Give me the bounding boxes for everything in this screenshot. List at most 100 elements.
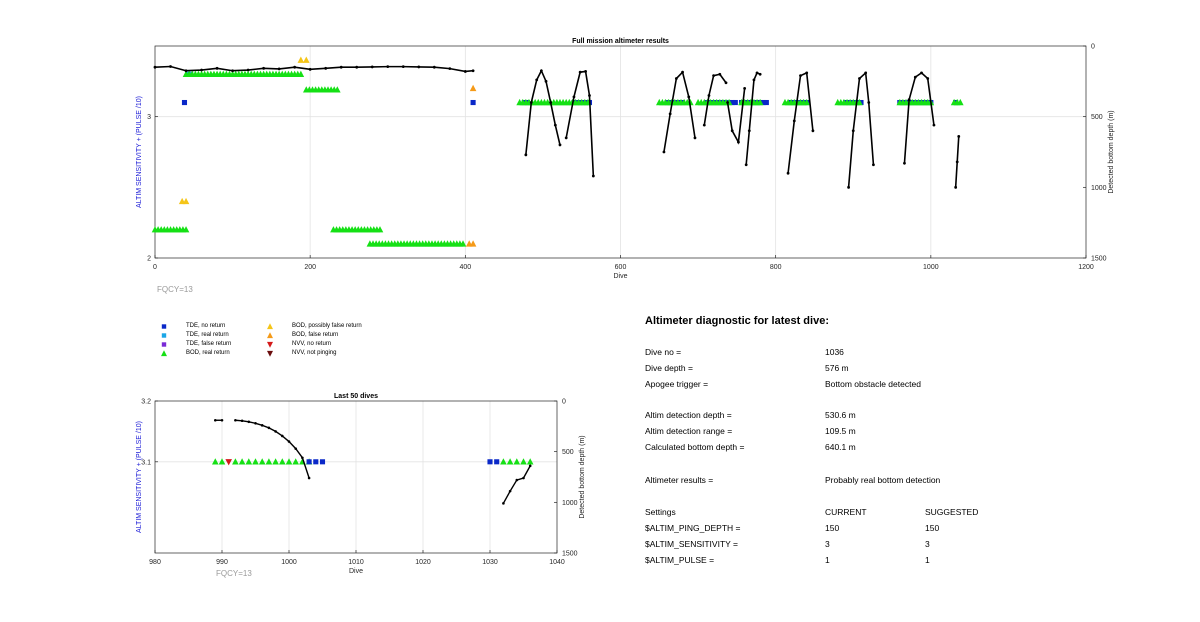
- depth-point: [847, 185, 850, 189]
- diagnostic-title: Altimeter diagnostic for latest dive:: [645, 315, 829, 327]
- legend-marker: [161, 333, 167, 338]
- depth-point: [553, 123, 557, 127]
- x-tick-label: 800: [770, 264, 782, 271]
- diagnostic-label: Altim detection range =: [645, 426, 733, 436]
- depth-point: [432, 65, 436, 69]
- depth-point: [301, 456, 304, 460]
- depth-point: [544, 79, 548, 83]
- depth-point: [957, 135, 961, 138]
- depth-point: [386, 65, 390, 69]
- depth-point: [417, 65, 421, 69]
- legend-square-icon: [161, 333, 167, 338]
- legend-label: TDE, real return: [186, 332, 229, 338]
- marker-triangle: [252, 458, 259, 465]
- legend-label: TDE, no return: [186, 323, 226, 329]
- depth-point: [307, 476, 311, 480]
- marker-triangle: [218, 458, 226, 465]
- depth-point: [926, 77, 930, 80]
- depth-point: [932, 123, 936, 127]
- y2-tick-label: 500: [562, 449, 574, 456]
- depth-point: [743, 87, 747, 90]
- marker-square: [494, 459, 500, 465]
- depth-line: [235, 419, 310, 479]
- settings-header-suggested: SUGGESTED: [925, 507, 979, 517]
- depth-point: [524, 153, 528, 157]
- depth-line: [726, 88, 746, 145]
- marker-triangle: [334, 86, 341, 93]
- depth-point: [693, 136, 697, 140]
- settings-label: $ALTIM_PULSE =: [645, 555, 715, 565]
- marker-triangle: [459, 240, 467, 247]
- diagnostic-row: Calculated bottom depth = 640.1 m: [645, 441, 1125, 453]
- settings-suggested: 150: [925, 523, 940, 533]
- marker-triangle: [272, 458, 279, 465]
- diagnostic-label: Dive depth =: [645, 363, 693, 373]
- settings-header-label: Settings: [645, 507, 676, 517]
- diagnostic-value: 576 m: [825, 363, 849, 373]
- depth-point: [254, 421, 257, 425]
- legend-marker: [267, 350, 273, 357]
- diagnostic-row: Altim detection range = 109.5 m: [645, 425, 1125, 437]
- y-axis-label: ALTIM SENSITIVITY + (PULSE /10): [136, 96, 143, 208]
- depth-point: [471, 69, 475, 73]
- x-tick-label: 1000: [923, 264, 939, 271]
- y-tick-label: 2: [147, 256, 151, 263]
- depth-point: [872, 163, 875, 167]
- x-tick-label: 1030: [482, 559, 498, 566]
- depth-point: [588, 94, 591, 97]
- marker-triangle: [856, 98, 863, 106]
- depth-point: [247, 420, 251, 424]
- legend-triangle-icon: [161, 350, 167, 357]
- depth-line: [903, 71, 935, 164]
- marker-triangle: [469, 240, 477, 247]
- diagnostic-row: Dive depth = 576 m: [645, 362, 1125, 374]
- y2-tick-label: 0: [562, 399, 566, 406]
- y2-tick-label: 1500: [1091, 256, 1107, 263]
- depth-point: [370, 65, 374, 69]
- legend-label: BOD, possibly false return: [292, 323, 362, 329]
- x-axis-label: Dive: [349, 568, 363, 575]
- marker-triangle: [297, 70, 305, 77]
- legend-triangle-icon: [267, 332, 273, 339]
- legend-marker: [161, 324, 167, 329]
- depth-point: [737, 140, 740, 144]
- diagnostic-row: Dive no = 1036: [645, 346, 1125, 358]
- depth-point: [572, 95, 576, 99]
- depth-point: [702, 123, 706, 127]
- y2-axis-label: Detected bottom depth (m): [1108, 110, 1115, 193]
- depth-point: [662, 150, 666, 154]
- diagnostic-value: 530.6 m: [825, 410, 856, 420]
- y2-tick-label: 1000: [562, 500, 578, 507]
- depth-point: [200, 68, 203, 72]
- depth-point: [184, 69, 188, 73]
- x-tick-label: 1010: [348, 559, 364, 566]
- x-tick-label: 1000: [281, 559, 297, 566]
- depth-point: [864, 71, 868, 75]
- marker-square: [732, 99, 738, 106]
- marker-triangle: [506, 458, 514, 465]
- depth-point: [169, 65, 172, 68]
- marker-square: [306, 459, 312, 465]
- depth-point: [401, 65, 405, 69]
- marker-triangle: [265, 458, 273, 465]
- x-tick-label: 0: [153, 264, 157, 271]
- diagnostic-row: Altimeter results = Probably real bottom …: [645, 474, 1125, 486]
- marker-triangle: [245, 458, 253, 465]
- depth-point: [558, 143, 562, 147]
- y2-tick-label: 1500: [562, 551, 578, 558]
- depth-point: [744, 163, 748, 167]
- depth-point: [448, 67, 452, 71]
- x-tick-label: 1040: [549, 559, 565, 566]
- marker-triangle: [526, 458, 534, 465]
- diagnostic-label: Calculated bottom depth =: [645, 442, 745, 452]
- settings-header-current: CURRENT: [825, 507, 867, 517]
- depth-point: [724, 81, 728, 85]
- marker-triangle: [376, 226, 384, 233]
- marker-triangle: [258, 458, 266, 465]
- x-tick-label: 1020: [415, 559, 431, 566]
- marker-triangle: [182, 197, 190, 205]
- legend-marker: [267, 323, 273, 330]
- depth-line: [787, 71, 814, 174]
- depth-point: [674, 77, 678, 80]
